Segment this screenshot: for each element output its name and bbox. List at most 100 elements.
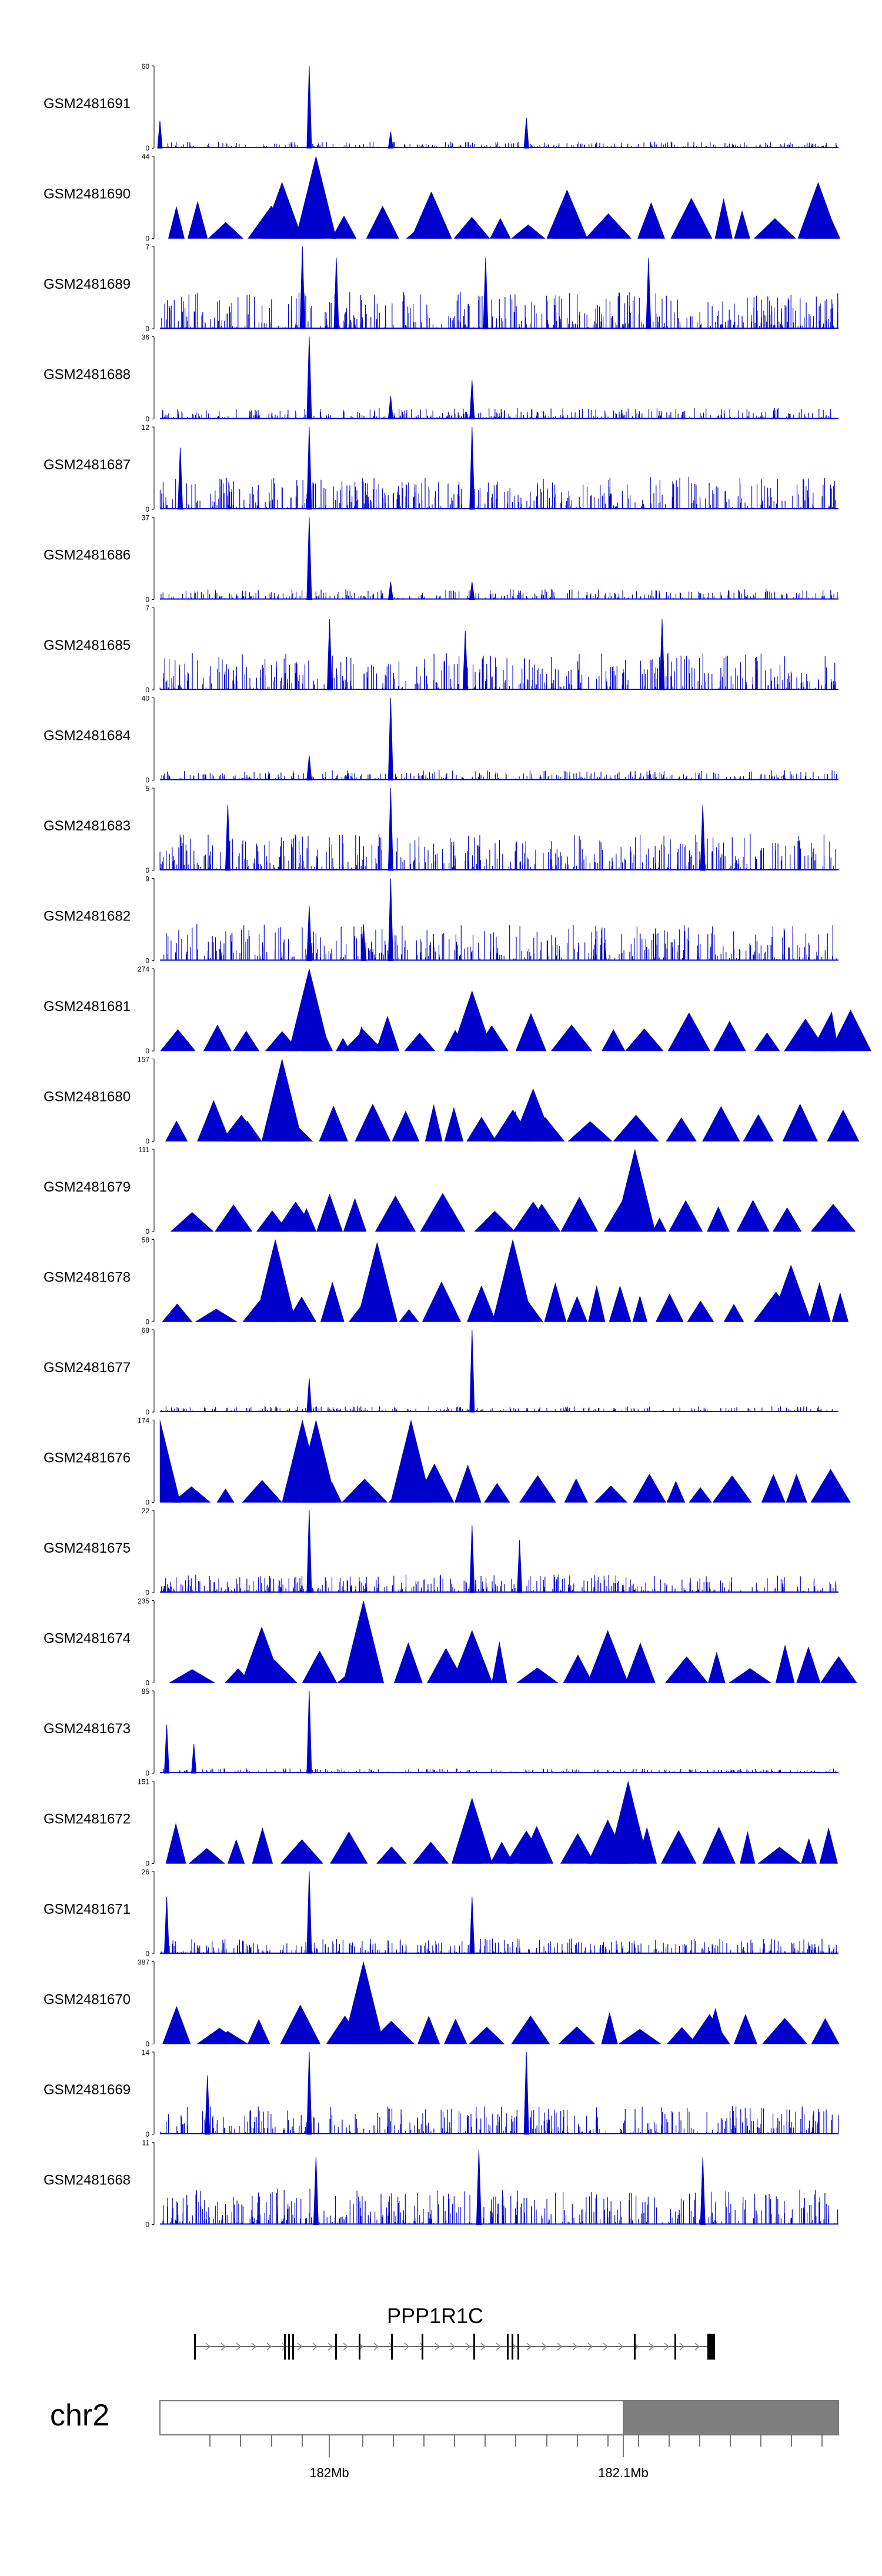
track-GSM2481688: GSM2481688 36 0 <box>44 333 838 423</box>
signal-peak <box>216 1488 235 1503</box>
signal-peak <box>754 1032 780 1052</box>
signal-peak <box>288 968 330 1052</box>
signal-peak <box>306 517 312 600</box>
gene-exon <box>194 2334 196 2360</box>
signal-peak <box>399 1309 419 1322</box>
signal-peak <box>188 1848 225 1864</box>
signal-peak <box>451 1630 493 1683</box>
signal-peak <box>492 1239 534 1322</box>
signal-peak <box>410 191 452 239</box>
track-GSM2481690: GSM2481690 44 0 <box>44 153 841 243</box>
signal-peak <box>808 1282 831 1322</box>
track-label: GSM2481688 <box>44 367 131 383</box>
signal-peak <box>387 788 393 871</box>
track-label: GSM2481675 <box>44 1540 131 1556</box>
signal-peak <box>225 804 230 871</box>
signal-peak <box>490 1841 514 1864</box>
signal-peak <box>302 1650 338 1683</box>
signal-peak <box>451 990 493 1052</box>
signal-peak <box>689 2014 730 2044</box>
signal-peak <box>637 202 665 239</box>
signal-peak <box>474 1210 516 1232</box>
signal-peak <box>523 118 529 149</box>
signal-peak <box>241 1626 283 1683</box>
signal-peak <box>187 201 208 239</box>
track-ymax-label: 174 <box>138 1417 149 1425</box>
track-ymax-label: 7 <box>145 604 149 612</box>
signal-peak <box>422 1281 462 1322</box>
track-ymax-label: 151 <box>138 1778 149 1786</box>
signal-peak <box>734 210 750 239</box>
signal-peak <box>775 1645 795 1683</box>
signal-peak <box>484 1483 510 1503</box>
signal-peak <box>387 582 393 600</box>
track-GSM2481682: GSM2481682 9 0 <box>44 875 838 965</box>
signal-peak <box>797 182 839 239</box>
signal-peak <box>702 1106 740 1142</box>
track-ymax-label: 60 <box>142 62 150 71</box>
signal-peak <box>772 1207 802 1232</box>
signal-peak <box>306 426 312 510</box>
signal-peak <box>165 1120 188 1142</box>
signal-peak <box>757 1847 801 1864</box>
track-label: GSM2481680 <box>44 1089 131 1105</box>
signal-peak <box>469 1525 475 1593</box>
signal-peak <box>584 213 632 239</box>
signal-peak <box>165 1823 186 1864</box>
signal-peak <box>451 1797 493 1864</box>
signal-peak <box>280 1839 324 1864</box>
signal-peak <box>689 1487 713 1503</box>
signal-peak <box>515 1013 547 1052</box>
track-ymin-label: 0 <box>145 776 149 785</box>
signal-peak <box>723 1303 744 1322</box>
signal-peak <box>666 1117 697 1142</box>
track-ymin-label: 0 <box>145 1769 149 1777</box>
track-ymin-label: 0 <box>145 2221 149 2229</box>
track-signal <box>161 292 838 329</box>
signal-peak <box>178 447 183 510</box>
signal-peak <box>587 1819 629 1864</box>
track-GSM2481674: GSM2481674 235 0 <box>44 1597 857 1687</box>
signal-peak <box>646 258 652 329</box>
signal-peak <box>306 1690 312 1774</box>
ideogram-ticks <box>209 2435 823 2457</box>
signal-peak <box>163 1724 170 1774</box>
signal-peak <box>512 1202 554 1232</box>
track-label: GSM2481682 <box>44 909 131 925</box>
signal-peak <box>567 1121 613 1142</box>
signal-peak <box>550 1024 593 1052</box>
track-GSM2481677: GSM2481677 68 0 <box>44 1326 838 1416</box>
signal-peak <box>614 1149 656 1232</box>
signal-peak <box>233 1030 260 1052</box>
track-ymin-label: 0 <box>145 686 149 694</box>
gene-exon <box>507 2334 509 2360</box>
signal-peak <box>659 619 665 690</box>
track-GSM2481678: GSM2481678 58 0 <box>44 1236 849 1326</box>
signal-peak <box>466 1116 497 1142</box>
track-signal <box>161 589 838 600</box>
signal-peak <box>306 1510 312 1593</box>
signal-peak <box>523 2051 529 2135</box>
signal-peak <box>625 1642 656 1683</box>
signal-peak <box>261 182 303 239</box>
signal-peak <box>733 2014 758 2044</box>
track-ymin-label: 0 <box>145 1499 149 1507</box>
track-ymax-label: 40 <box>142 695 150 703</box>
track-label: GSM2481670 <box>44 1992 131 2008</box>
signal-peak <box>713 1020 746 1052</box>
track-GSM2481685: GSM2481685 7 0 <box>44 604 838 694</box>
track-ymax-label: 37 <box>142 514 150 522</box>
signal-peak <box>275 1202 316 1232</box>
track-ymin-label: 0 <box>145 596 149 604</box>
signal-peak <box>702 1826 736 1864</box>
signal-peak <box>195 1309 238 1322</box>
track-label: GSM2481673 <box>44 1721 131 1737</box>
signal-peak <box>489 218 511 239</box>
signal-peak <box>666 1480 686 1503</box>
signal-peak <box>306 755 312 780</box>
signal-peak <box>215 1204 253 1232</box>
track-label: GSM2481686 <box>44 548 131 563</box>
signal-peak <box>462 630 468 690</box>
track-ymin-label: 0 <box>145 1318 149 1326</box>
signal-peak <box>387 131 393 149</box>
